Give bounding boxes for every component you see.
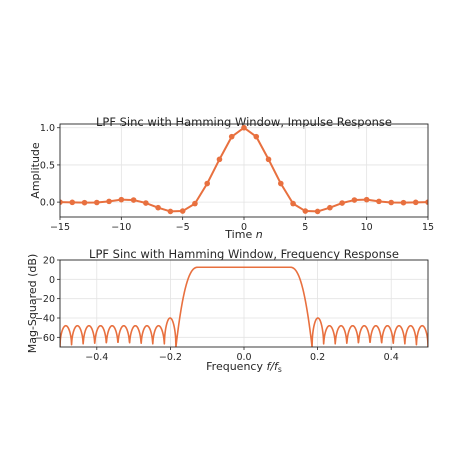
frequency-x-tick-label: 0.0 <box>236 352 251 363</box>
impulse-y-axis-label: Amplitude <box>29 142 42 199</box>
impulse-data-point <box>143 200 149 206</box>
impulse-data-point <box>204 180 210 187</box>
impulse-data-point <box>94 199 100 206</box>
frequency-series <box>60 266 428 347</box>
impulse-x-axis-label: Time n <box>224 228 262 241</box>
frequency-x-tick-label: −0.2 <box>159 352 182 363</box>
frequency-y-tick-label: −20 <box>35 294 55 305</box>
impulse-data-point <box>69 199 76 206</box>
impulse-y-ticks: 0.0 0.5 1.0 <box>40 123 60 209</box>
impulse-data-point <box>388 199 395 206</box>
frequency-chart-title: LPF Sinc with Hamming Window, Frequency … <box>89 247 399 261</box>
impulse-data-point <box>179 208 186 214</box>
impulse-data-point <box>216 156 223 163</box>
impulse-data-point <box>81 199 88 206</box>
impulse-x-tick-label: −10 <box>111 222 131 233</box>
frequency-y-ticks: −60 −40 −20 0 20 <box>35 256 60 344</box>
impulse-data-point <box>339 200 345 206</box>
impulse-data-point <box>400 199 407 206</box>
frequency-series-line <box>60 266 428 347</box>
impulse-x-tick-label: 10 <box>361 222 373 233</box>
impulse-data-point <box>253 133 260 140</box>
frequency-x-ticks: −0.4 −0.2 0.0 0.2 0.4 <box>85 347 399 363</box>
impulse-x-ticks: −15 −10 −5 0 5 10 15 <box>50 217 434 233</box>
impulse-data-point <box>302 208 309 214</box>
impulse-data-point <box>412 199 419 206</box>
frequency-x-axis-label: Frequency f/fs <box>206 360 282 374</box>
impulse-data-point <box>314 208 321 215</box>
impulse-data-point <box>155 204 161 211</box>
impulse-series <box>60 124 428 215</box>
impulse-x-tick-label: 5 <box>302 222 308 233</box>
impulse-y-tick-label: 0.0 <box>40 198 55 209</box>
impulse-data-point <box>106 198 112 205</box>
impulse-x-tick-label: −5 <box>176 222 190 233</box>
impulse-data-point <box>60 199 63 205</box>
impulse-chart: LPF Sinc with Hamming Window, Impulse Re… <box>29 115 434 241</box>
impulse-x-tick-label: −15 <box>50 222 70 233</box>
frequency-x-tick-label: −0.4 <box>85 352 108 363</box>
impulse-data-point <box>130 197 137 203</box>
frequency-y-tick-label: 0 <box>49 275 55 286</box>
impulse-data-point <box>228 133 235 140</box>
impulse-data-point <box>327 204 333 211</box>
impulse-data-point <box>425 199 428 205</box>
impulse-chart-title: LPF Sinc with Hamming Window, Impulse Re… <box>96 115 392 129</box>
impulse-y-tick-label: 1.0 <box>40 123 55 134</box>
frequency-grid <box>60 259 428 347</box>
frequency-y-tick-label: −60 <box>35 333 55 344</box>
frequency-chart: LPF Sinc with Hamming Window, Frequency … <box>26 247 429 374</box>
frequency-x-tick-label: 0.2 <box>310 352 325 363</box>
impulse-data-point <box>118 196 125 203</box>
impulse-data-point <box>376 198 382 205</box>
impulse-data-point <box>351 197 358 203</box>
impulse-data-point <box>192 200 198 207</box>
impulse-data-point <box>278 180 284 187</box>
frequency-y-tick-label: −40 <box>35 314 55 325</box>
impulse-data-point <box>290 200 296 207</box>
impulse-data-point <box>167 208 174 215</box>
frequency-x-tick-label: 0.4 <box>384 352 399 363</box>
frequency-y-tick-label: 20 <box>43 256 55 267</box>
impulse-grid <box>59 124 429 217</box>
impulse-data-point <box>265 156 272 163</box>
impulse-y-tick-label: 0.5 <box>40 160 55 171</box>
impulse-x-tick-label: 0 <box>241 222 247 233</box>
impulse-data-point <box>241 124 247 131</box>
impulse-x-tick-label: 15 <box>422 222 434 233</box>
frequency-y-axis-label: Mag-Squared (dB) <box>26 254 39 354</box>
impulse-data-point <box>363 196 370 203</box>
